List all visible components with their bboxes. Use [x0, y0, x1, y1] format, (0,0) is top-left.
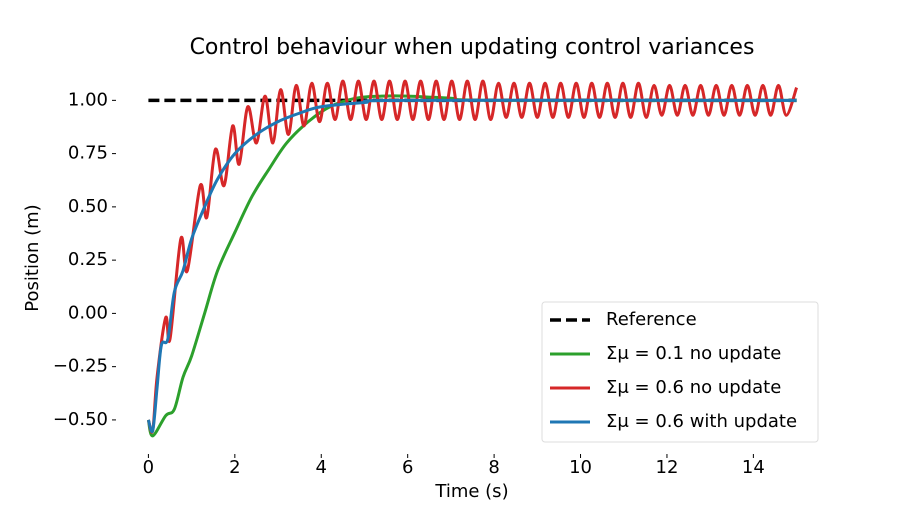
legend-label: Σμ = 0.6 no update — [606, 377, 781, 398]
x-tick-label: 12 — [656, 457, 679, 478]
x-tick-label: 14 — [742, 457, 765, 478]
x-tick-label: 0 — [143, 457, 154, 478]
x-tick-label: 6 — [402, 457, 413, 478]
x-axis-label: Time (s) — [434, 481, 508, 502]
y-tick-label: 0.00 — [68, 302, 108, 323]
legend-label: Σμ = 0.1 no update — [606, 343, 781, 364]
legend-label: Σμ = 0.6 with update — [606, 411, 797, 432]
y-tick-label: 0.75 — [68, 143, 108, 164]
y-tick-label: −0.25 — [53, 356, 108, 377]
x-tick-label: 8 — [488, 457, 499, 478]
y-tick-label: 0.25 — [68, 249, 108, 270]
x-tick-label: 2 — [229, 457, 240, 478]
x-tick-label: 10 — [569, 457, 592, 478]
y-tick-label: 1.00 — [68, 89, 108, 110]
series-line — [146, 79, 799, 434]
legend-label: Reference — [606, 309, 697, 330]
series-line — [146, 94, 797, 438]
legend-box — [541, 301, 819, 443]
x-tick-label: 4 — [316, 457, 327, 478]
y-axis-label: Position (m) — [22, 204, 43, 311]
chart-title: Control behaviour when updating control … — [190, 35, 755, 60]
series-line — [146, 98, 797, 434]
y-tick-label: −0.50 — [53, 409, 108, 430]
y-tick-label: 0.50 — [68, 196, 108, 217]
